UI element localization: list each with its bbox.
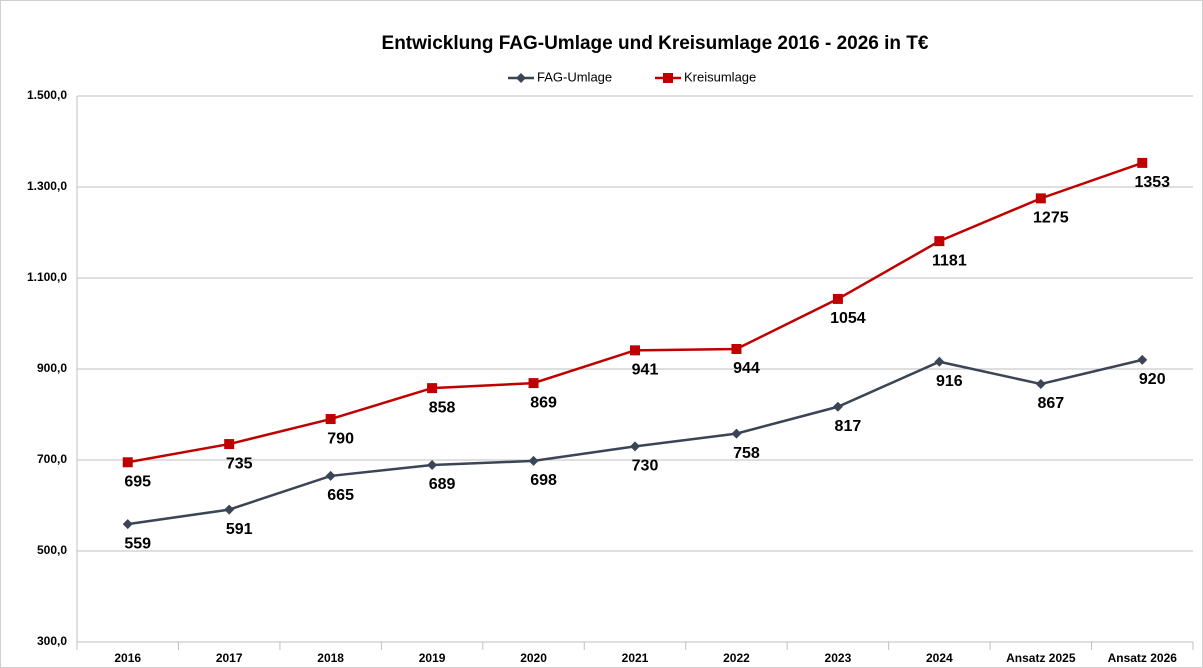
x-tick-label: 2020: [520, 651, 547, 665]
data-label: 920: [1139, 371, 1166, 388]
marker: [1137, 157, 1148, 168]
marker: [1035, 193, 1046, 204]
marker: [122, 519, 133, 530]
marker: [427, 383, 438, 394]
x-tick-label: Ansatz 2026: [1108, 651, 1178, 665]
x-tick-label: 2022: [723, 651, 750, 665]
chart-title: Entwicklung FAG-Umlage und Kreisumlage 2…: [382, 33, 929, 54]
data-label: 916: [936, 373, 963, 390]
marker: [832, 401, 843, 412]
marker: [325, 414, 336, 425]
data-label: 1181: [932, 252, 967, 269]
data-label: 591: [226, 521, 253, 538]
marker: [832, 293, 843, 304]
data-label: 758: [733, 445, 760, 462]
y-tick-label: 500,0: [37, 543, 67, 557]
data-label: 559: [124, 535, 151, 552]
data-label: 858: [429, 399, 456, 416]
marker: [630, 345, 640, 356]
data-label: 1353: [1134, 174, 1170, 191]
marker: [528, 455, 539, 466]
x-tick-label: 2021: [622, 651, 649, 665]
marker: [325, 470, 336, 481]
marker: [663, 73, 673, 83]
y-tick-label: 300,0: [37, 634, 67, 648]
marker: [516, 73, 526, 83]
data-label: 689: [429, 476, 456, 493]
y-tick-label: 1.300,0: [27, 179, 67, 193]
data-label: 941: [632, 362, 659, 379]
marker: [934, 236, 945, 247]
data-label: 698: [530, 472, 557, 489]
data-label: 665: [327, 487, 354, 504]
data-label: 867: [1037, 395, 1064, 412]
data-label: 817: [835, 418, 862, 435]
y-tick-label: 1.500,0: [27, 88, 67, 102]
x-tick-label: 2017: [216, 651, 243, 665]
x-tick-label: 2023: [825, 651, 852, 665]
data-label: 695: [124, 473, 151, 490]
data-label: 790: [327, 430, 354, 447]
x-tick-label: 2018: [317, 651, 344, 665]
marker: [528, 378, 539, 389]
data-label: 1054: [830, 310, 866, 327]
data-label: 735: [226, 455, 253, 472]
y-tick-label: 700,0: [37, 452, 67, 466]
legend-label: FAG-Umlage: [537, 69, 612, 84]
marker: [630, 441, 640, 452]
marker: [934, 356, 945, 367]
marker: [224, 439, 235, 450]
marker: [731, 428, 742, 439]
marker: [1137, 354, 1148, 365]
data-label: 869: [530, 394, 557, 411]
x-tick-label: 2019: [419, 651, 446, 665]
marker: [122, 457, 133, 468]
data-label: 944: [733, 360, 760, 377]
marker: [731, 343, 742, 354]
data-label: 730: [632, 458, 659, 475]
y-tick-label: 900,0: [37, 361, 67, 375]
x-tick-label: 2024: [926, 651, 953, 665]
marker: [427, 460, 438, 471]
data-label: 1275: [1033, 210, 1069, 227]
x-tick-label: 2016: [114, 651, 141, 665]
legend-label: Kreisumlage: [684, 69, 756, 84]
x-tick-label: Ansatz 2025: [1006, 651, 1076, 665]
marker: [224, 504, 235, 515]
marker: [1035, 379, 1046, 390]
y-tick-label: 1.100,0: [27, 270, 67, 284]
